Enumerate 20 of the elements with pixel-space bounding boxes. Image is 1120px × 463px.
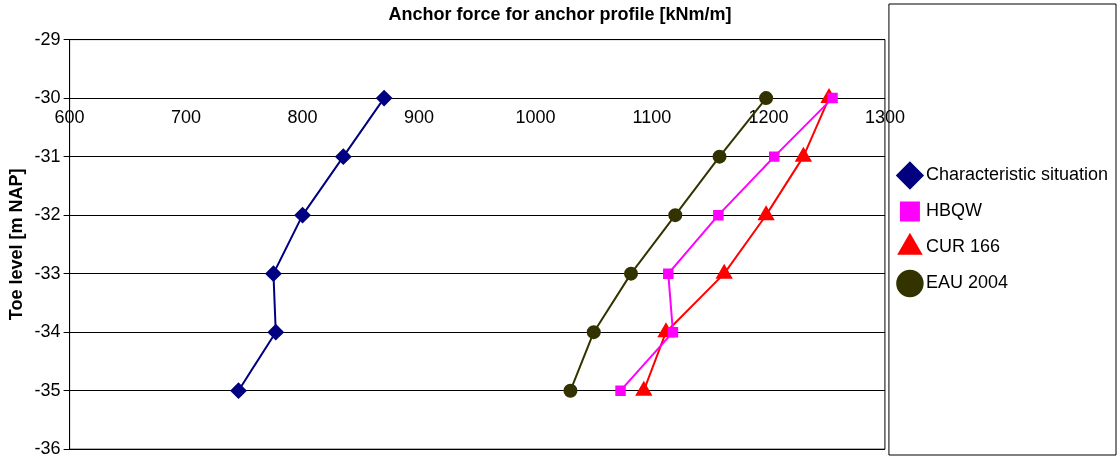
x-tick-label: 800 [287, 106, 318, 127]
x-tick-label: 1200 [748, 106, 789, 127]
y-tick-label: -32 [34, 204, 61, 225]
x-tick-label: 1100 [632, 106, 672, 127]
x-tick-label: 700 [171, 106, 202, 127]
chart-title: Anchor force for anchor profile [kNm/m] [388, 3, 732, 24]
legend-label: Characteristic situation [925, 164, 1108, 185]
y-tick-label: -30 [34, 87, 61, 108]
x-tick-label: 900 [404, 106, 435, 127]
legend-label: EAU 2004 [925, 272, 1008, 293]
y-axis-title: Toe level [m NAP] [5, 168, 26, 321]
y-tick-label: -34 [34, 321, 61, 342]
y-tick-label: -35 [34, 379, 61, 400]
legend-label: CUR 166 [925, 236, 1000, 257]
legend-label: HBQW [925, 200, 982, 221]
y-tick-label: -29 [34, 28, 61, 49]
y-tick-label: -36 [34, 438, 61, 459]
x-tick-label: 1000 [515, 106, 556, 127]
y-tick-label: -31 [34, 145, 61, 166]
y-tick-label: -33 [34, 262, 61, 283]
